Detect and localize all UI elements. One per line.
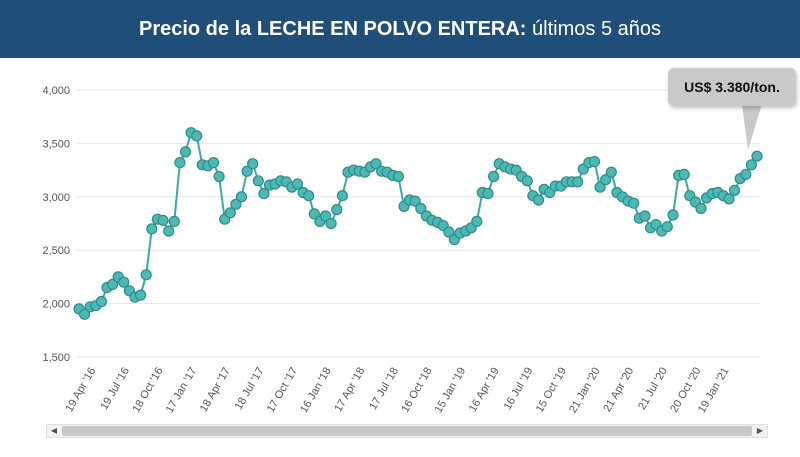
data-point [588,156,601,168]
x-tick-label: 17 Jul '18 [367,366,401,412]
data-point [230,198,242,210]
data-point [235,191,248,203]
latest-price-callout: US$ 3.380/ton. [668,68,796,106]
data-point [319,210,332,222]
chart-title-bar: Precio de la LECHE EN POLVO ENTERA: últi… [0,0,800,58]
data-point [325,217,337,230]
data-point [745,159,758,171]
data-point [163,225,175,237]
y-tick-label: 2,000 [42,299,70,311]
data-point [168,215,180,227]
data-point [146,223,158,235]
y-tick-label: 2,500 [42,245,70,257]
data-point [678,168,690,180]
data-point [308,208,320,220]
data-point [258,188,270,200]
data-point [118,276,130,288]
data-point [740,168,752,180]
data-point [639,210,651,222]
data-point [252,175,264,187]
scrollbar-thumb[interactable] [62,426,752,436]
x-tick-label: 18 Jul '17 [233,366,267,412]
x-tick-label: 19 Apr '16 [63,366,98,415]
data-point [521,175,533,187]
y-tick-label: 1,500 [42,352,70,364]
data-point [628,197,640,209]
data-point [409,195,421,207]
data-point [695,202,707,215]
x-tick-label: 21 Jul '20 [636,366,670,412]
x-tick-label: 18 Oct '16 [130,366,165,415]
chart-title-bold: Precio de la LECHE EN POLVO ENTERA: [138,18,527,40]
data-point [751,150,763,162]
data-point [140,269,152,281]
data-point [661,221,673,233]
data-point [392,170,404,183]
x-tick-label: 16 Oct '18 [399,366,434,415]
data-point [224,207,236,219]
scroll-right-arrow-icon[interactable]: ▶ [756,426,764,435]
data-point [572,176,584,188]
data-point [336,190,348,202]
x-tick-label: 17 Apr '18 [332,366,367,415]
data-point [482,188,494,200]
data-point [191,130,203,142]
data-point [370,158,382,170]
y-tick-label: 3,500 [42,138,70,150]
x-tick-label: 16 Jan '18 [298,366,334,416]
x-tick-label: 15 Jan '19 [433,366,469,416]
x-tick-label: 16 Apr '19 [467,366,502,415]
x-tick-label: 19 Jul '16 [98,366,132,412]
data-point [600,174,612,186]
data-point [179,146,192,158]
scroll-left-arrow-icon[interactable]: ◀ [50,426,58,435]
data-point [532,194,545,206]
x-tick-label: 21 Jan '20 [567,366,603,416]
data-point [291,178,304,190]
data-point [415,202,427,215]
data-point [594,181,606,193]
y-tick-label: 3,000 [42,192,70,204]
x-tick-label: 18 Apr '17 [198,366,233,415]
data-point [605,166,617,178]
data-point [135,289,147,301]
x-tick-label: 15 Oct '19 [534,366,569,415]
data-point [471,215,483,227]
x-tick-label: 21 Apr '20 [601,366,636,415]
x-tick-label: 17 Jan '17 [164,366,200,416]
data-point [488,170,500,183]
data-point [106,278,119,290]
callout-pointer [742,104,762,150]
data-point [213,170,225,183]
data-point [174,157,186,169]
data-point [95,295,108,308]
data-point [728,184,741,196]
data-point [207,157,220,169]
data-point [303,190,315,202]
data-point [443,226,455,238]
data-point [157,214,169,226]
chart-title-normal: últimos 5 años [532,18,661,40]
price-line-chart: 1,500 2,000 2,500 3,000 3,500 4,000 19 Apr '16… [42,85,763,416]
data-point [723,193,735,205]
data-point [247,158,259,170]
x-tick-label: 16 Jul '19 [502,366,536,412]
y-tick-label: 4,000 [42,85,70,97]
data-point [331,204,343,216]
data-point [667,209,679,221]
data-point [78,308,91,320]
data-point [241,165,253,177]
x-tick-label: 17 Oct '17 [265,366,300,415]
